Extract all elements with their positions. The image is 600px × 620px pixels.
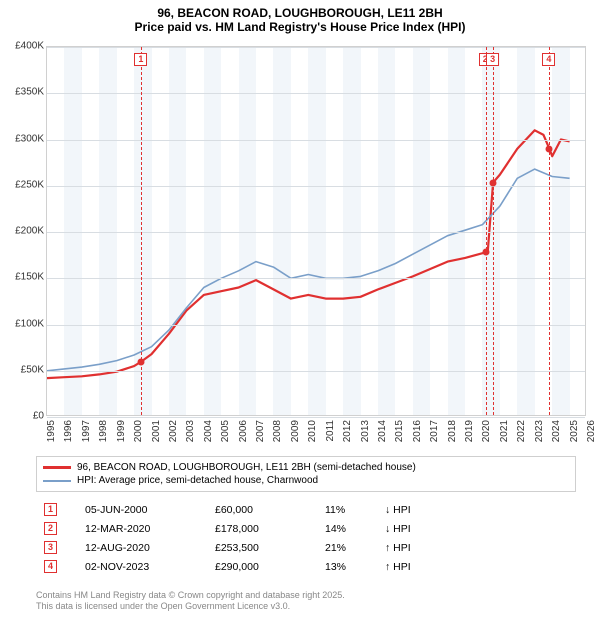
event-direction: ↑ HPI [385,542,475,554]
event-price: £253,500 [215,542,325,554]
event-pct: 14% [325,523,385,535]
legend-label: 96, BEACON ROAD, LOUGHBOROUGH, LE11 2BH … [77,462,416,473]
event-date: 02-NOV-2023 [85,561,215,573]
y-tick-label: £100K [2,318,44,329]
legend-swatch [43,466,71,469]
y-tick-label: £150K [2,272,44,283]
footnote-line: This data is licensed under the Open Gov… [36,601,345,612]
y-tick-label: £0 [2,411,44,422]
event-pct: 11% [325,504,385,516]
event-date: 05-JUN-2000 [85,504,215,516]
y-tick-label: £350K [2,87,44,98]
legend-swatch [43,480,71,482]
footnote: Contains HM Land Registry data © Crown c… [36,590,345,613]
plot-area: 1234 [46,46,586,416]
event-pct: 13% [325,561,385,573]
event-row: 4 02-NOV-2023£290,00013%↑ HPI [36,557,576,576]
legend: 96, BEACON ROAD, LOUGHBOROUGH, LE11 2BH … [36,456,576,492]
event-direction: ↓ HPI [385,523,475,535]
event-marker: 4 [542,53,555,66]
event-price: £290,000 [215,561,325,573]
event-row: 2 12-MAR-2020£178,00014%↓ HPI [36,519,576,538]
event-number: 2 [44,522,57,535]
event-direction: ↑ HPI [385,561,475,573]
chart-container: 96, BEACON ROAD, LOUGHBOROUGH, LE11 2BH … [0,0,600,620]
event-date: 12-MAR-2020 [85,523,215,535]
y-tick-label: £250K [2,179,44,190]
x-axis: 1995199619971998199920002001200220032004… [46,416,586,452]
legend-item: HPI: Average price, semi-detached house,… [43,474,569,487]
legend-label: HPI: Average price, semi-detached house,… [77,475,318,486]
event-date: 12-AUG-2020 [85,542,215,554]
event-row: 3 12-AUG-2020£253,50021%↑ HPI [36,538,576,557]
event-number: 3 [44,541,57,554]
footnote-line: Contains HM Land Registry data © Crown c… [36,590,345,601]
y-tick-label: £50K [2,364,44,375]
y-tick-label: £200K [2,226,44,237]
event-marker: 3 [486,53,499,66]
event-row: 1 05-JUN-2000£60,00011%↓ HPI [36,500,576,519]
event-pct: 21% [325,542,385,554]
legend-item: 96, BEACON ROAD, LOUGHBOROUGH, LE11 2BH … [43,461,569,474]
title-line-1: 96, BEACON ROAD, LOUGHBOROUGH, LE11 2BH [10,6,590,20]
event-price: £178,000 [215,523,325,535]
event-marker: 1 [134,53,147,66]
event-number: 1 [44,503,57,516]
y-tick-label: £300K [2,133,44,144]
title-block: 96, BEACON ROAD, LOUGHBOROUGH, LE11 2BH … [0,0,600,36]
y-tick-label: £400K [2,41,44,52]
event-number: 4 [44,560,57,573]
event-direction: ↓ HPI [385,504,475,516]
x-tick-label: 2026 [586,420,600,442]
event-price: £60,000 [215,504,325,516]
title-line-2: Price paid vs. HM Land Registry's House … [10,20,590,34]
event-table: 105-JUN-2000£60,00011%↓ HPI212-MAR-2020£… [36,500,576,576]
